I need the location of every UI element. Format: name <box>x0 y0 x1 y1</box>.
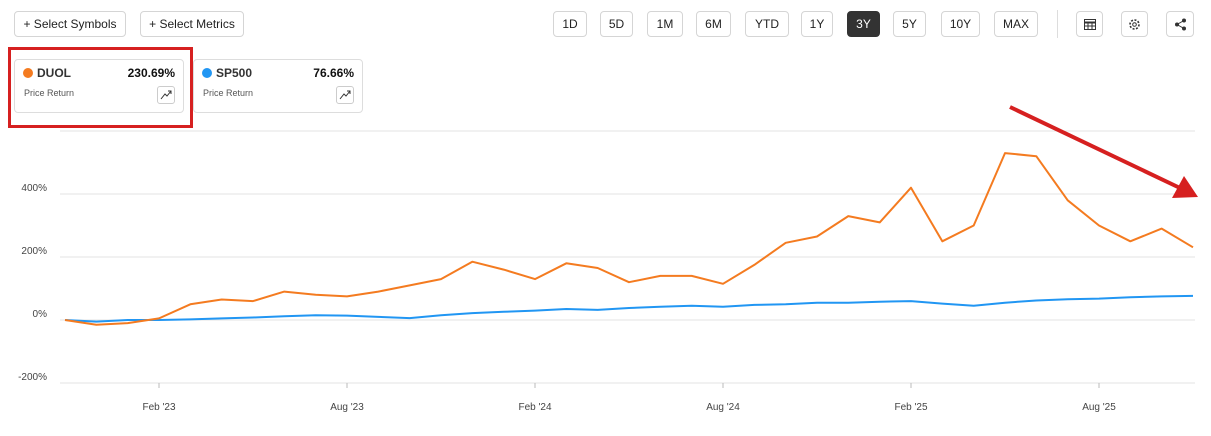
y-tick-label: 200% <box>21 246 47 257</box>
range-button[interactable]: 6M <box>696 11 731 37</box>
y-tick-label: -200% <box>18 372 47 383</box>
x-tick-label: Feb '25 <box>894 402 927 413</box>
legend-metric: Price Return <box>203 88 254 98</box>
share-icon <box>1174 18 1186 30</box>
highlight-box <box>8 47 193 128</box>
range-button[interactable]: 10Y <box>941 11 980 37</box>
series-line <box>64 294 1194 323</box>
x-tick-label: Feb '24 <box>518 402 551 413</box>
range-button[interactable]: YTD <box>745 11 789 37</box>
range-button[interactable]: 5D <box>600 11 633 37</box>
legend-metric: Price Return <box>24 88 75 98</box>
legend-value: 76.66% <box>313 66 354 80</box>
series-line <box>64 152 1194 326</box>
y-tick-label: 400% <box>21 183 47 194</box>
x-tick-label: Aug '25 <box>1082 402 1116 413</box>
x-tick-label: Feb '23 <box>142 402 175 413</box>
legend-dot <box>202 68 212 78</box>
legend-card[interactable]: DUOL 230.69% Price Return <box>14 59 184 113</box>
legend-card[interactable]: SP500 76.66% Price Return <box>193 59 363 113</box>
range-button[interactable]: 1D <box>553 11 587 37</box>
share-button[interactable] <box>1166 11 1194 37</box>
legend-value: 230.69% <box>127 66 175 80</box>
table-button[interactable] <box>1076 11 1103 37</box>
separator <box>1057 10 1058 38</box>
x-tick-label: Aug '23 <box>330 402 364 413</box>
legend-dot <box>23 68 33 78</box>
legend-name: SP500 <box>216 66 253 80</box>
table-icon <box>1083 18 1096 30</box>
chart-type-icon[interactable] <box>157 86 175 104</box>
annotation-arrow <box>1009 105 1181 190</box>
chart-type-icon[interactable] <box>336 86 354 104</box>
annotation-arrowhead <box>1172 176 1198 198</box>
y-tick-label: 0% <box>33 309 48 320</box>
range-button[interactable]: MAX <box>994 11 1038 37</box>
x-tick-label: Aug '24 <box>706 402 740 413</box>
settings-button[interactable] <box>1121 11 1148 37</box>
select-metrics[interactable]: + Select Metrics <box>140 11 244 37</box>
range-button[interactable]: 1M <box>647 11 683 37</box>
range-button[interactable]: 1Y <box>801 11 833 37</box>
range-button[interactable]: 3Y <box>847 11 880 37</box>
legend-name: DUOL <box>37 66 71 80</box>
select-symbols[interactable]: + Select Symbols <box>14 11 126 37</box>
range-button[interactable]: 5Y <box>893 11 926 37</box>
gear-icon <box>1129 18 1140 30</box>
